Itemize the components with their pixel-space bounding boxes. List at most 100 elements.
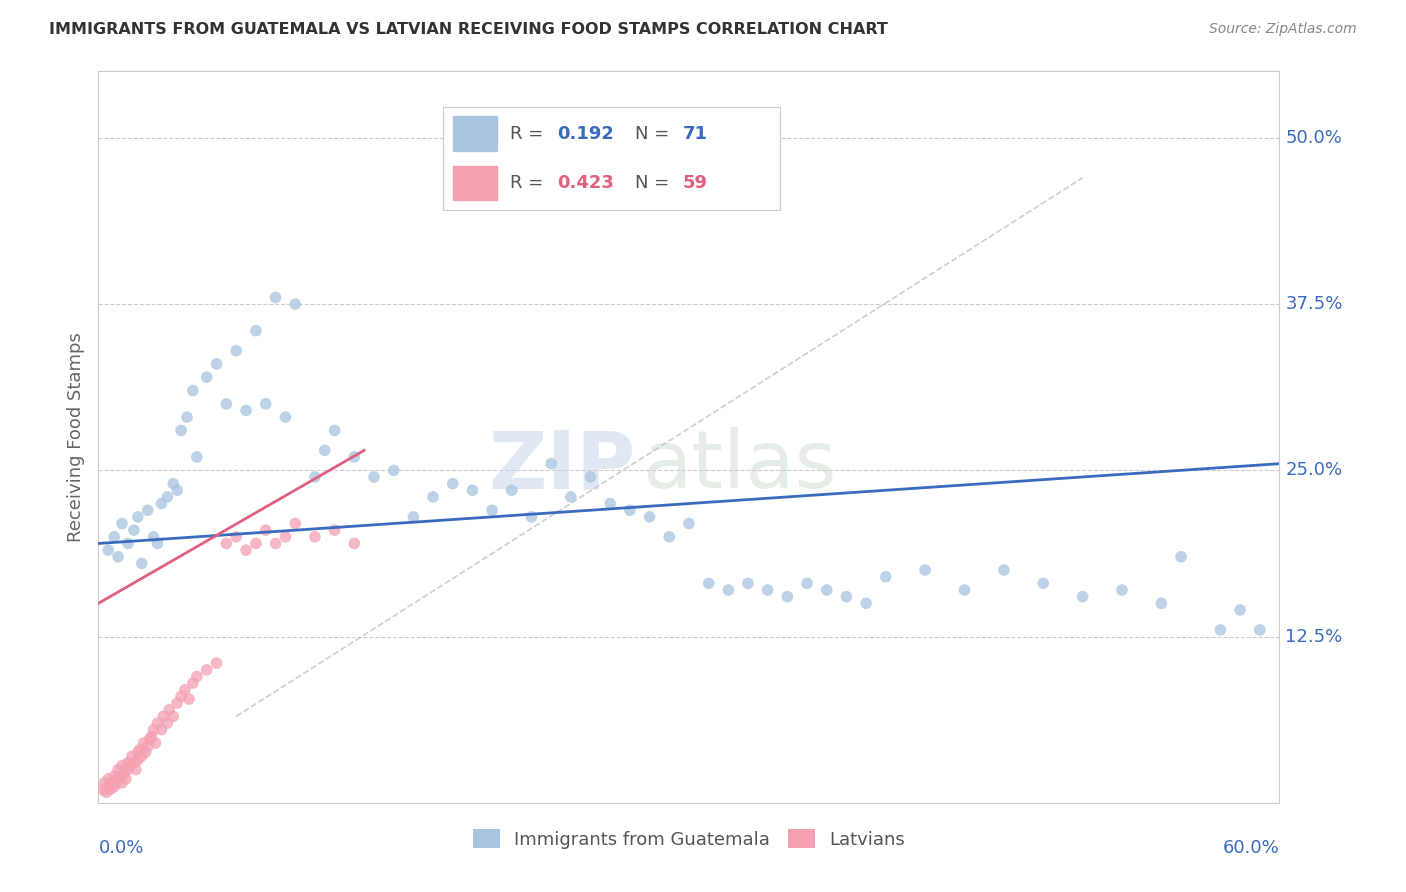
Point: [284, 516, 307, 531]
Text: 60.0%: 60.0%: [1223, 839, 1279, 857]
Text: atlas: atlas: [641, 427, 837, 506]
Point: [127, 753, 149, 767]
Point: [146, 536, 169, 550]
Point: [122, 523, 145, 537]
Point: [170, 424, 193, 438]
Point: [145, 736, 167, 750]
Point: [150, 497, 173, 511]
Point: [166, 483, 188, 498]
Point: [619, 503, 641, 517]
Point: [105, 776, 128, 790]
Text: R =: R =: [510, 174, 550, 192]
Point: [128, 742, 150, 756]
Text: N =: N =: [636, 174, 675, 192]
Point: [157, 703, 180, 717]
Point: [125, 763, 148, 777]
Point: [118, 758, 141, 772]
Point: [156, 716, 179, 731]
Point: [127, 509, 149, 524]
Point: [540, 457, 562, 471]
Point: [181, 676, 204, 690]
Text: N =: N =: [636, 125, 675, 143]
Point: [186, 669, 208, 683]
Point: [264, 290, 287, 304]
Text: 37.5%: 37.5%: [1285, 295, 1343, 313]
Point: [717, 582, 740, 597]
Point: [235, 403, 257, 417]
Bar: [453, 116, 496, 151]
Point: [93, 776, 115, 790]
Point: [132, 736, 155, 750]
Point: [108, 769, 131, 783]
Point: [235, 543, 257, 558]
Point: [678, 516, 700, 531]
Point: [136, 503, 159, 517]
Point: [599, 497, 621, 511]
Point: [205, 656, 228, 670]
Point: [314, 443, 336, 458]
Point: [225, 530, 247, 544]
Point: [136, 739, 159, 754]
Point: [103, 780, 125, 794]
Point: [855, 596, 877, 610]
Text: 71: 71: [682, 125, 707, 143]
Bar: [453, 166, 496, 201]
Point: [402, 509, 425, 524]
Text: R =: R =: [510, 125, 550, 143]
Point: [177, 692, 200, 706]
Point: [135, 745, 157, 759]
Point: [796, 576, 818, 591]
Point: [264, 536, 287, 550]
Point: [343, 536, 366, 550]
Point: [225, 343, 247, 358]
Point: [107, 772, 129, 786]
Point: [98, 782, 121, 797]
Point: [117, 756, 139, 770]
Point: [127, 745, 149, 759]
Point: [101, 776, 124, 790]
Point: [131, 749, 153, 764]
Point: [441, 476, 464, 491]
Point: [1071, 590, 1094, 604]
Point: [142, 530, 165, 544]
Point: [122, 756, 145, 770]
Point: [284, 297, 307, 311]
Point: [953, 582, 976, 597]
Point: [1229, 603, 1251, 617]
Point: [181, 384, 204, 398]
Point: [205, 357, 228, 371]
Point: [737, 576, 759, 591]
Point: [152, 709, 174, 723]
Point: [1032, 576, 1054, 591]
Point: [215, 397, 238, 411]
Point: [97, 772, 120, 786]
Point: [481, 503, 503, 517]
Point: [245, 536, 267, 550]
Point: [274, 410, 297, 425]
Point: [162, 709, 184, 723]
Point: [107, 549, 129, 564]
Point: [520, 509, 543, 524]
Text: 0.423: 0.423: [558, 174, 614, 192]
Point: [304, 530, 326, 544]
Point: [150, 723, 173, 737]
Point: [215, 536, 238, 550]
Legend: Immigrants from Guatemala, Latvians: Immigrants from Guatemala, Latvians: [465, 822, 912, 856]
Point: [176, 410, 198, 425]
Point: [274, 530, 297, 544]
Point: [97, 543, 120, 558]
Point: [195, 370, 218, 384]
Point: [112, 766, 135, 780]
Point: [914, 563, 936, 577]
Point: [166, 696, 188, 710]
Point: [560, 490, 582, 504]
Point: [422, 490, 444, 504]
Point: [875, 570, 897, 584]
Point: [107, 763, 129, 777]
Point: [170, 690, 193, 704]
Point: [1170, 549, 1192, 564]
Point: [993, 563, 1015, 577]
Point: [174, 682, 197, 697]
Point: [115, 772, 138, 786]
Point: [638, 509, 661, 524]
